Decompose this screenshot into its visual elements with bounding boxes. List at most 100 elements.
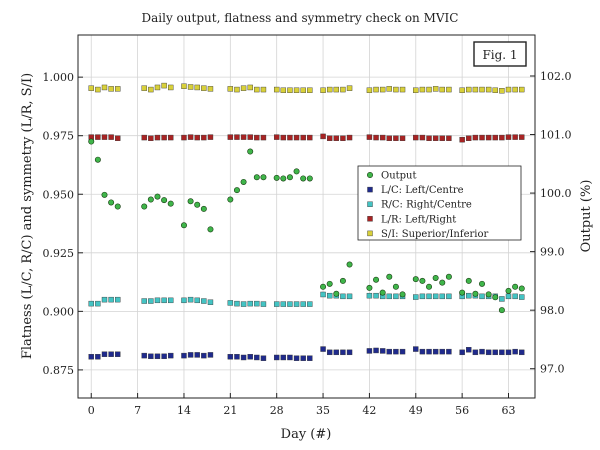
data-point [485,291,492,298]
data-point [293,355,300,361]
data-point [426,293,432,300]
data-point [307,355,313,361]
data-point [101,296,108,303]
data-point [346,261,353,268]
data-point [393,348,399,355]
data-point [161,197,168,204]
data-point [386,348,392,355]
data-point [187,84,194,90]
legend-box [357,165,522,241]
data-point [512,134,518,140]
series-s-i [88,82,525,94]
data-point [207,134,214,140]
legend-swatch [367,230,373,237]
data-point [498,307,505,314]
data-point [512,348,518,355]
data-point [426,283,433,290]
legend-label: L/R: Left/Right [381,214,456,225]
data-point [439,279,446,286]
data-point [446,293,452,300]
data-point [439,86,445,93]
data-point [260,134,267,141]
chart-title: Daily output, flatness and symmetry chec… [142,11,459,25]
data-point [432,348,439,355]
data-point [499,349,505,356]
data-point [340,86,346,93]
data-marks [88,82,525,361]
data-point [101,134,108,140]
data-point [366,87,373,93]
x-tick-label: 0 [88,404,95,417]
data-point [207,299,214,305]
series-output [88,138,525,314]
data-point [114,203,121,210]
data-point [300,134,306,141]
data-point [386,86,392,92]
data-point [518,285,525,292]
data-point [333,349,340,356]
data-point [234,354,240,360]
data-point [326,349,333,356]
data-point [194,297,200,304]
data-point [399,135,406,141]
data-point [446,135,452,141]
data-point [346,293,353,300]
data-point [227,86,234,92]
data-point [207,352,214,358]
data-point [254,134,260,141]
data-point [419,86,426,93]
x-tick-label: 63 [502,404,516,417]
data-point [432,86,439,92]
y2-axis-ticks: 97.0 98.0 99.0 100.0 101.0 102.0 [530,70,572,376]
data-point [280,354,287,361]
data-point [181,297,187,304]
data-point [95,300,101,307]
data-point [373,276,380,283]
x-tick-label: 28 [270,404,284,417]
data-point [512,283,519,290]
y2-tick-label: 97.0 [540,363,565,376]
x-tick-label: 7 [134,404,141,417]
data-point [168,297,174,304]
data-point [293,301,300,307]
data-point [466,135,472,141]
data-point [293,134,300,141]
data-point [148,353,154,360]
data-point [148,86,154,93]
data-point [287,301,293,307]
data-point [466,347,472,353]
data-point [326,280,333,287]
data-point [399,291,406,298]
legend-label: S/I: Superior/Inferior [381,229,488,240]
data-point [492,87,498,93]
data-point [95,134,101,140]
data-point [207,86,214,92]
legend-label: Output [381,171,417,182]
data-point [432,293,439,300]
data-point [234,134,240,140]
data-point [94,156,101,163]
data-point [472,86,479,93]
data-point [247,134,253,140]
data-point [320,346,326,352]
data-point [393,86,399,93]
data-point [273,301,280,307]
data-point [161,297,167,304]
data-point [293,87,300,93]
data-point [201,85,207,91]
data-point [101,191,108,198]
figure-label-box [473,41,527,67]
data-point [519,134,525,140]
legend-swatch [366,172,373,179]
data-point [485,349,492,356]
y-tick-label: 0.975 [43,130,75,143]
data-point [115,135,121,141]
data-point [287,354,293,361]
data-point [340,135,346,141]
data-point [227,354,234,360]
data-point [108,86,114,92]
data-point [201,352,207,359]
data-point [366,134,373,140]
data-point [333,135,340,141]
data-point [432,274,439,281]
